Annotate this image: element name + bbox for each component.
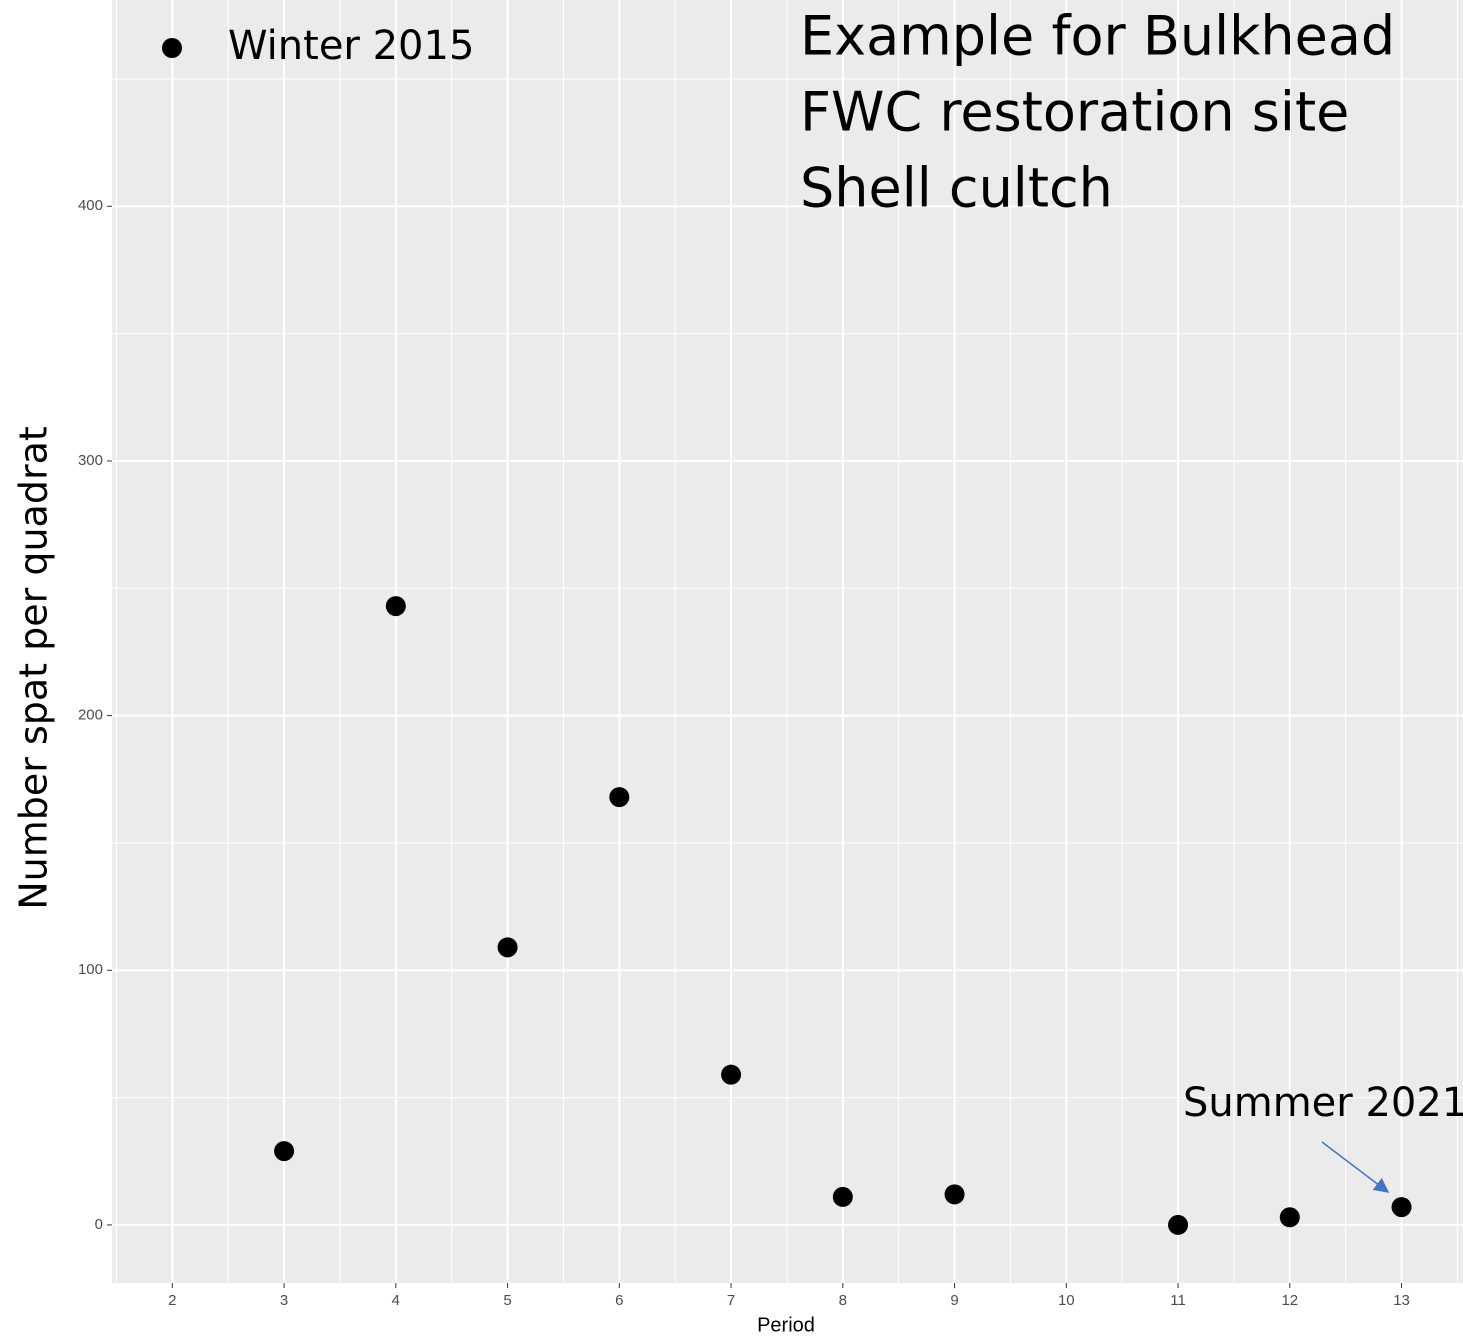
title-line: Example for Bulkhead: [800, 5, 1395, 68]
y-tick-label: 400: [78, 197, 103, 214]
point: [1391, 1197, 1412, 1218]
x-tick-label: 8: [839, 1292, 847, 1309]
y-tick-label: 0: [95, 1216, 103, 1233]
x-tick-label: 9: [950, 1292, 958, 1309]
legend-label: Winter 2015: [228, 23, 474, 69]
y-tick-label: 100: [78, 961, 103, 978]
x-tick-label: 3: [280, 1292, 288, 1309]
annotation-arrow: [1321, 1141, 1390, 1193]
x-axis-label: Period: [757, 1314, 815, 1336]
x-tick-label: 6: [615, 1292, 623, 1309]
y-axis-label: Number spat per quadrat: [12, 426, 56, 910]
x-tick-label: 7: [727, 1292, 735, 1309]
point: [274, 1141, 295, 1162]
y-tick-label: 300: [78, 452, 103, 469]
x-tick-label: 11: [1170, 1292, 1186, 1309]
panel: [112, 0, 1463, 1283]
point: [721, 1064, 742, 1085]
y-tick-label: 200: [78, 707, 103, 724]
x-tick-label: 5: [503, 1292, 511, 1309]
title-line: FWC restoration site: [800, 81, 1349, 144]
point: [944, 1184, 965, 1205]
x-tick-label: 12: [1281, 1292, 1298, 1309]
point: [1279, 1207, 1300, 1228]
x-tick-label: 2: [168, 1292, 176, 1309]
x-tick-label: 13: [1393, 1292, 1410, 1309]
x-tick-label: 10: [1058, 1292, 1075, 1309]
annotation: Summer 2021: [1183, 1080, 1463, 1126]
point: [497, 937, 518, 958]
legend-marker: [162, 38, 182, 58]
title-line: Shell cultch: [800, 157, 1113, 220]
point: [832, 1186, 853, 1207]
point: [609, 787, 630, 808]
point: [1168, 1214, 1189, 1235]
point: [385, 596, 406, 617]
x-tick-label: 4: [392, 1292, 400, 1309]
